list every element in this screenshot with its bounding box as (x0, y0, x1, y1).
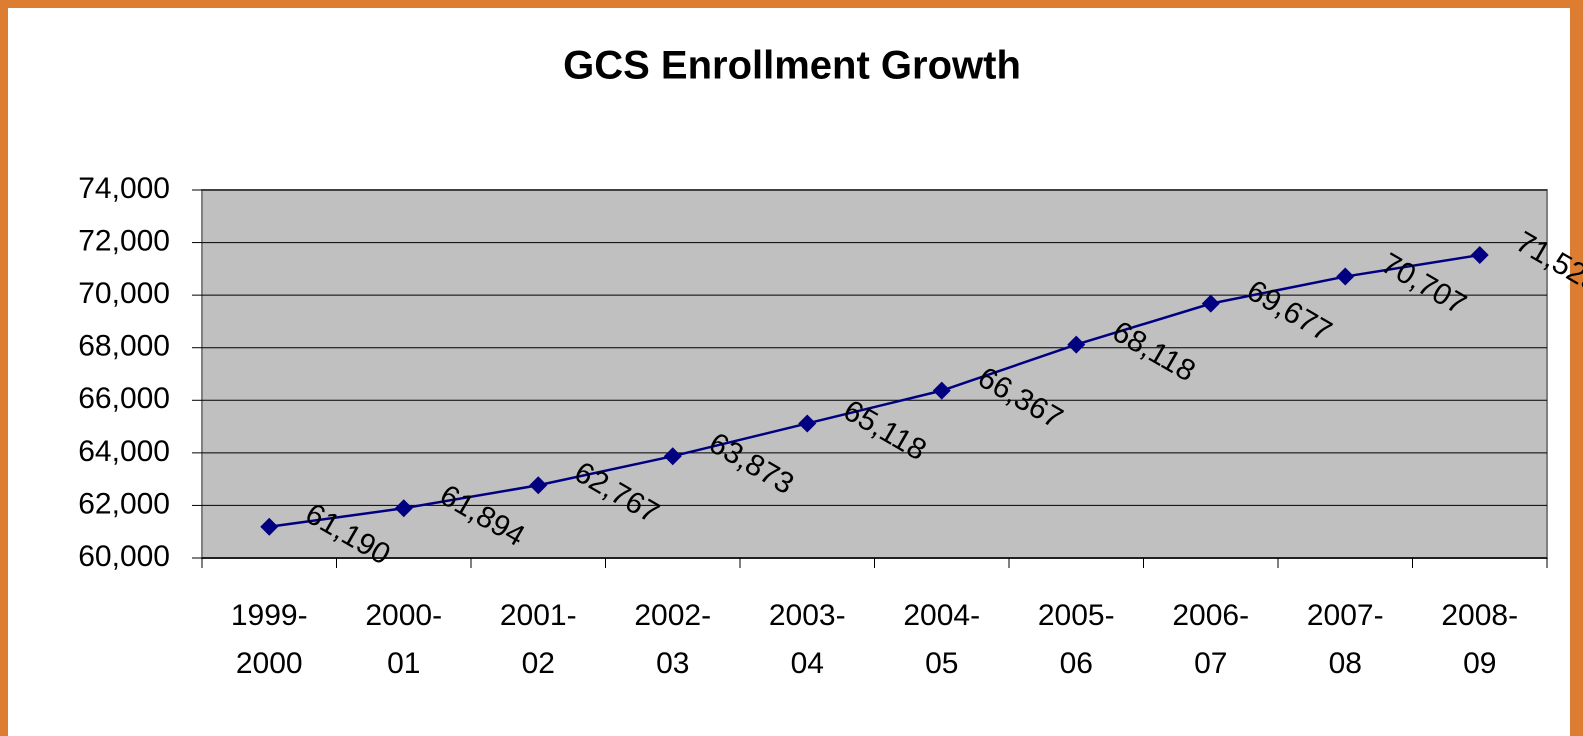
x-tick-label: 1999- (231, 599, 308, 632)
x-tick-label: 02 (522, 647, 555, 680)
y-tick-label: 68,000 (78, 330, 170, 363)
marker (932, 381, 951, 400)
x-tick-label: 2000- (365, 599, 442, 632)
chart-title: GCS Enrollment Growth (563, 44, 1021, 88)
marker (663, 447, 682, 466)
x-tick-label: 2002- (634, 599, 711, 632)
x-tick-label: 2005- (1038, 599, 1115, 632)
x-tick-label: 09 (1463, 647, 1496, 680)
y-tick-label: 70,000 (78, 277, 170, 310)
marker (1067, 335, 1086, 354)
x-tick-label: 2008- (1441, 599, 1518, 632)
x-tick-label: 03 (656, 647, 689, 680)
x-tick-label: 2006- (1172, 599, 1249, 632)
marker (394, 499, 413, 518)
y-tick-label: 60,000 (78, 540, 170, 573)
x-tick-label: 01 (387, 647, 420, 680)
y-tick-label: 64,000 (78, 435, 170, 468)
marker (1201, 294, 1220, 313)
x-tick-label: 2003- (769, 599, 846, 632)
plot-area (201, 189, 1548, 559)
y-tick-label: 62,000 (78, 487, 170, 520)
x-tick-label: 2007- (1307, 599, 1384, 632)
x-tick-label: 05 (925, 647, 958, 680)
x-tick-label: 08 (1329, 647, 1362, 680)
y-tick-label: 74,000 (78, 172, 170, 205)
series-line (269, 253, 1480, 528)
marker (1470, 246, 1489, 265)
x-tick-label: 2001- (500, 599, 577, 632)
y-tick-label: 66,000 (78, 382, 170, 415)
x-tick-label: 07 (1194, 647, 1227, 680)
x-tick-label: 04 (791, 647, 824, 680)
marker (529, 476, 548, 495)
x-tick-label: 06 (1060, 647, 1093, 680)
marker (798, 414, 817, 433)
y-tick-label: 72,000 (78, 224, 170, 257)
x-tick-label: 2000 (236, 647, 303, 680)
x-tick-label: 2004- (903, 599, 980, 632)
marker (260, 517, 279, 536)
marker (1336, 267, 1355, 286)
